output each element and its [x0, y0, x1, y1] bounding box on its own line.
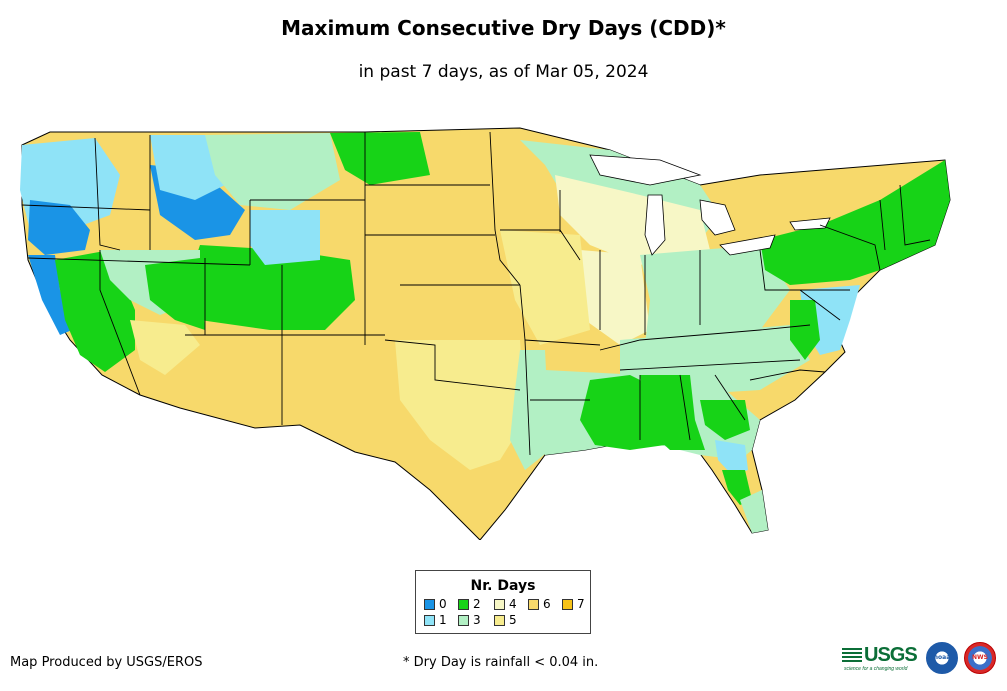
california-coast-blue [28, 255, 72, 335]
wyoming-light-blue [250, 210, 320, 265]
utah-green [145, 258, 205, 330]
lake-michigan [644, 194, 666, 256]
florida-tip-light-green [740, 490, 768, 533]
georgia-green [700, 400, 750, 440]
virginia-green [790, 300, 820, 360]
ohio-valley-light-green [640, 245, 790, 350]
legend-swatch-6 [528, 599, 539, 610]
legend-item-7: 7 [562, 598, 585, 610]
lake-superior [589, 154, 702, 186]
lake-erie [719, 234, 776, 256]
noaa-logo: noaa [926, 642, 958, 674]
florida-green [722, 470, 752, 505]
lake-ontario [789, 217, 831, 231]
wyoming-colorado-green [185, 245, 355, 330]
nws-logo: NWS [964, 642, 996, 674]
legend-swatch-3 [458, 615, 469, 626]
iowa-missouri-pale [500, 230, 590, 345]
usgs-logo: USGS science for a changing world [842, 644, 918, 672]
legend-swatch-5 [494, 615, 505, 626]
map-title: Maximum Consecutive Dry Days (CDD)* [281, 16, 726, 40]
state-borders [21, 131, 931, 456]
legend-swatch-1 [424, 615, 435, 626]
legend-item-0: 0 [424, 598, 447, 610]
legend-items: 0 1 2 3 4 5 6 7 [416, 594, 590, 630]
pacific-nw-blue [28, 200, 90, 255]
legend-item-3: 3 [458, 614, 481, 626]
legend-item-6: 6 [528, 598, 551, 610]
agency-logos: USGS science for a changing world noaa N… [842, 640, 1002, 676]
legend-swatch-4 [494, 599, 505, 610]
northeast-green [760, 160, 950, 285]
montana-green [330, 132, 430, 185]
legend-item-4: 4 [494, 598, 517, 610]
legend-title: Nr. Days [470, 578, 536, 594]
legend-item-2: 2 [458, 598, 481, 610]
texas-pale-yellow [395, 340, 525, 470]
cdd-us-map [20, 127, 951, 540]
legend-swatch-7 [562, 599, 573, 610]
legend-swatch-0 [424, 599, 435, 610]
illinois-pale-yellow [580, 250, 650, 345]
legend-swatch-2 [458, 599, 469, 610]
legend-item-5: 5 [494, 614, 517, 626]
lake-huron [699, 199, 736, 236]
wi-mi-pale-yellow [555, 175, 710, 265]
dry-day-footnote: * Dry Day is rainfall < 0.04 in. [403, 655, 599, 670]
usgs-wave-icon [842, 648, 862, 664]
legend-item-1: 1 [424, 614, 447, 626]
idaho-light-blue [150, 135, 225, 200]
montana-light-green [205, 133, 340, 210]
map-producer-credit: Map Produced by USGS/EROS [10, 655, 203, 670]
east-texas-light-green [510, 350, 550, 470]
legend: Nr. Days 0 1 2 3 4 5 6 7 [415, 570, 591, 634]
nv-az-pale-yellow [130, 320, 200, 375]
florida-light-blue [715, 440, 748, 475]
map-subtitle: in past 7 days, as of Mar 05, 2024 [358, 62, 649, 82]
